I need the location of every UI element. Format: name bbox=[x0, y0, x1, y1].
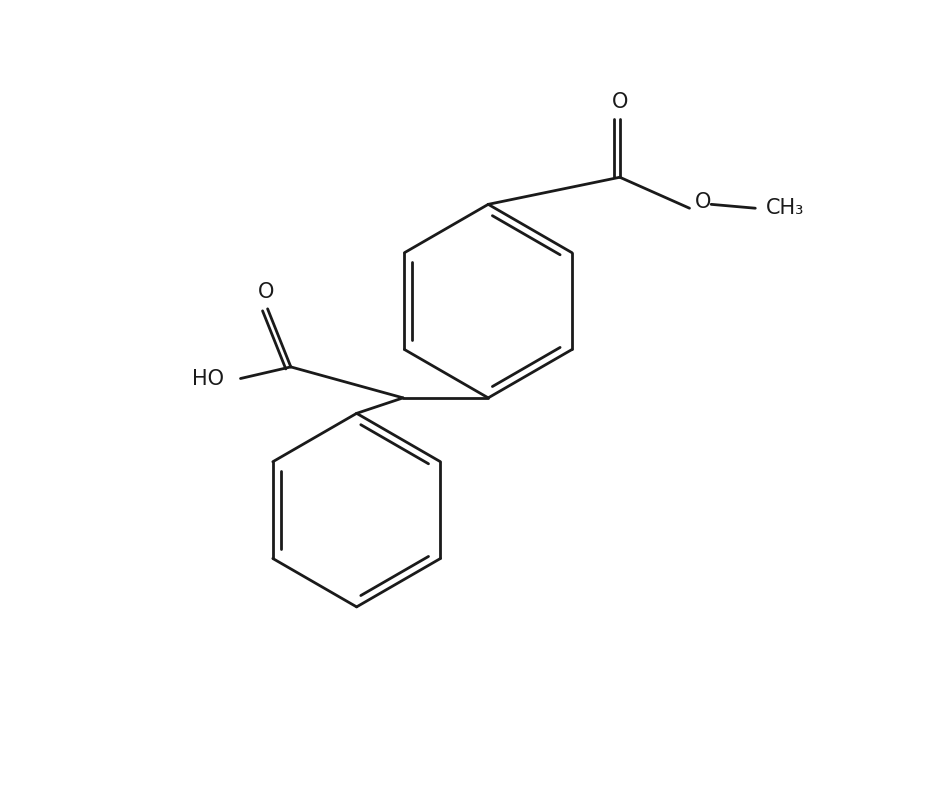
Text: CH₃: CH₃ bbox=[765, 199, 804, 218]
Text: O: O bbox=[612, 92, 628, 112]
Text: HO: HO bbox=[192, 369, 224, 388]
Text: O: O bbox=[258, 282, 274, 302]
Text: O: O bbox=[696, 192, 711, 212]
